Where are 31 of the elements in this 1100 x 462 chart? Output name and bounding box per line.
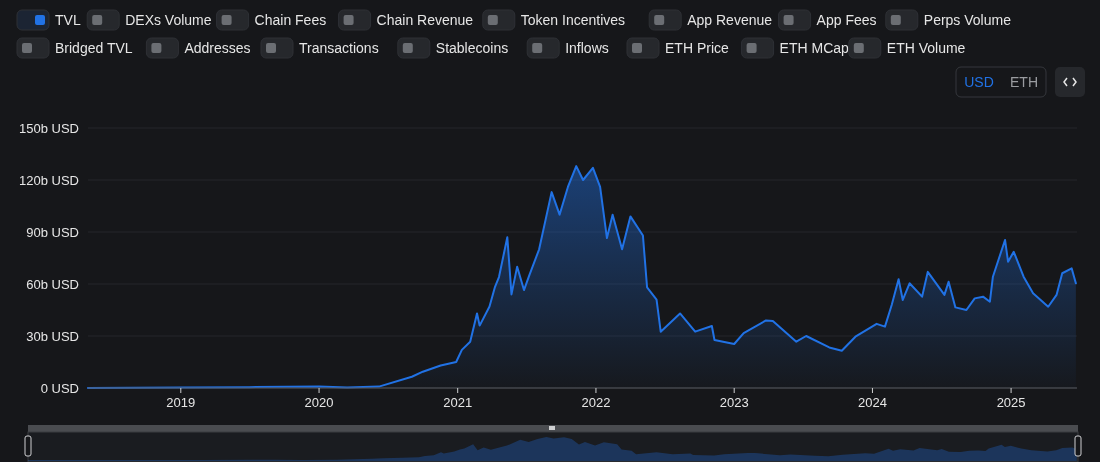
y-tick-label: 60b USD [26, 277, 79, 292]
y-tick-label: 0 USD [40, 381, 79, 396]
x-tick-label: 2019 [166, 395, 196, 410]
y-tick-label: 120b USD [19, 173, 79, 188]
x-tick-label: 2024 [858, 395, 887, 410]
text: ETH [1010, 74, 1038, 90]
text: Inflows [565, 40, 609, 56]
text: Perps Volume [923, 12, 1012, 28]
text: Bridged TVL [55, 40, 133, 56]
x-tick-label: 2021 [443, 395, 473, 410]
legend-label: TVL [55, 12, 81, 28]
text: ETH Volume [886, 40, 966, 56]
text: Chain Fees [254, 12, 327, 28]
text: USD [964, 74, 994, 90]
text: ETH Price [665, 40, 729, 56]
text: Chain Revenue [376, 12, 474, 28]
x-tick-label: 2022 [581, 395, 611, 410]
text: App Fees [816, 12, 877, 28]
text: ETH MCap [779, 40, 850, 56]
x-tick-label: 2020 [304, 395, 334, 410]
text: Stablecoins [435, 40, 509, 56]
x-tick-label: 2025 [996, 395, 1026, 410]
text: App Revenue [687, 12, 773, 28]
text: Transactions [299, 40, 379, 56]
x-tick-label: 2023 [719, 395, 749, 410]
y-tick-label: 30b USD [26, 329, 79, 344]
text: Addresses [184, 40, 251, 56]
text: Token Incentives [520, 12, 626, 28]
y-tick-label: 150b USD [19, 121, 79, 136]
text: DEXs Volume [125, 12, 212, 28]
y-tick-label: 90b USD [26, 225, 79, 240]
